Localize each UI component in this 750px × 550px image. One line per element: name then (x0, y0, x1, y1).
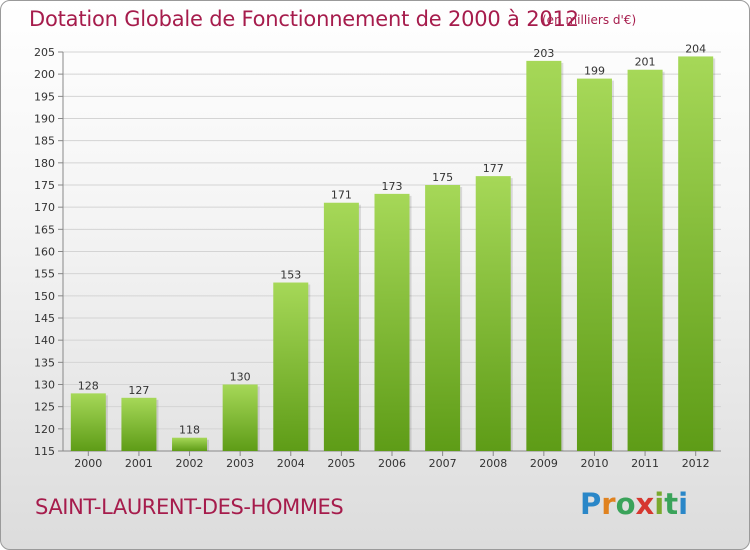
y-tick-label: 145 (34, 312, 55, 325)
y-tick-label: 205 (34, 46, 55, 59)
data-label: 130 (230, 371, 251, 384)
y-tick-label: 135 (34, 356, 55, 369)
bar (121, 397, 157, 451)
data-label: 153 (280, 269, 301, 282)
bar (172, 437, 208, 451)
data-label: 199 (584, 65, 605, 78)
y-tick-label: 195 (34, 90, 55, 103)
x-tick-label: 2012 (682, 457, 710, 470)
bar (374, 193, 410, 451)
y-tick-label: 175 (34, 179, 55, 192)
bar (273, 282, 309, 451)
data-label: 201 (635, 56, 656, 69)
y-tick-label: 115 (34, 445, 55, 458)
x-tick-label: 2007 (429, 457, 457, 470)
bar (425, 185, 461, 451)
y-tick-label: 185 (34, 135, 55, 148)
x-tick-label: 2011 (631, 457, 659, 470)
data-label: 175 (432, 171, 453, 184)
data-label: 177 (483, 162, 504, 175)
x-tick-label: 2003 (226, 457, 254, 470)
y-tick-label: 125 (34, 401, 55, 414)
bar (70, 393, 106, 451)
y-tick-label: 160 (34, 246, 55, 259)
y-tick-label: 155 (34, 268, 55, 281)
y-tick-label: 165 (34, 223, 55, 236)
bar (526, 60, 562, 451)
bar (678, 56, 714, 451)
data-label: 128 (78, 379, 99, 392)
y-tick-label: 130 (34, 379, 55, 392)
bar (576, 78, 612, 451)
y-tick-label: 140 (34, 334, 55, 347)
bar (323, 202, 359, 451)
data-label: 203 (533, 47, 554, 60)
bar (222, 384, 258, 451)
bar (475, 176, 511, 451)
y-tick-label: 180 (34, 157, 55, 170)
chart-title: Dotation Globale de Fonctionnement de 20… (29, 7, 579, 31)
y-tick-label: 200 (34, 68, 55, 81)
data-label: 204 (685, 42, 706, 55)
bar (627, 69, 663, 451)
y-tick-label: 150 (34, 290, 55, 303)
x-tick-label: 2000 (74, 457, 102, 470)
data-label: 118 (179, 424, 200, 437)
commune-name: SAINT-LAURENT-DES-HOMMES (35, 495, 344, 519)
x-tick-label: 2006 (378, 457, 406, 470)
y-tick-label: 120 (34, 423, 55, 436)
x-tick-label: 2002 (176, 457, 204, 470)
y-tick-label: 170 (34, 201, 55, 214)
x-tick-label: 2010 (580, 457, 608, 470)
y-tick-label: 190 (34, 113, 55, 126)
x-tick-label: 2009 (530, 457, 558, 470)
x-tick-label: 2001 (125, 457, 153, 470)
x-tick-label: 2008 (479, 457, 507, 470)
x-tick-label: 2004 (277, 457, 305, 470)
data-label: 127 (128, 384, 149, 397)
data-label: 173 (382, 180, 403, 193)
x-tick-label: 2005 (327, 457, 355, 470)
chart-unit: (en milliers d'€) (542, 13, 637, 27)
proxiti-logo: Proxiti (580, 487, 689, 521)
data-label: 171 (331, 189, 352, 202)
